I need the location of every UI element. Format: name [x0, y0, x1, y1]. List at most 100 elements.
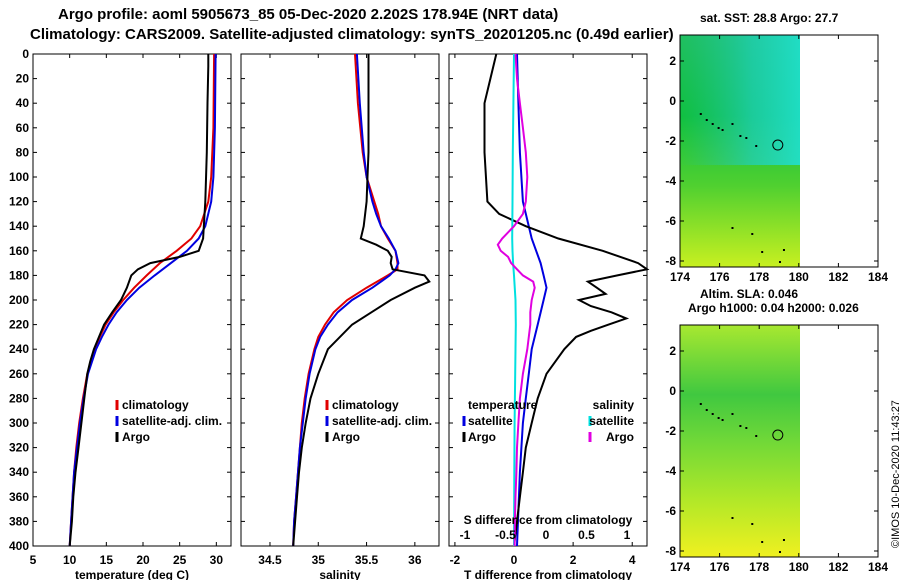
sla_map-xtick-label: 184 [868, 560, 888, 574]
sst_map-xtick-label: 182 [828, 270, 848, 284]
sst_map-ytick-label: -8 [665, 254, 676, 268]
sst_map-island-dot [779, 261, 781, 263]
sst_map-xtick-label: 184 [868, 270, 888, 284]
sst_map-island-dot [782, 249, 785, 251]
sst-warm-pool [680, 35, 800, 165]
difference-xtick-label: -2 [450, 553, 461, 567]
figure-title-line2: Climatology: CARS2009. Satellite-adjuste… [30, 26, 674, 43]
pressure-tick-label: 320 [9, 441, 29, 455]
pressure-tick-label: 140 [9, 219, 29, 233]
salinity-xtick-label: 35.5 [355, 553, 379, 567]
sst_map-island-dot [711, 123, 714, 125]
pressure-tick-label: 340 [9, 465, 29, 479]
salinity-xlabel: salinity [319, 568, 361, 580]
difference-legend-label: satellite [468, 414, 513, 428]
sla_map-ytick-label: 0 [669, 384, 676, 398]
salinity-series-argo [292, 54, 431, 547]
sla_map-island-dot [782, 539, 785, 541]
salinity-panel: 34.5 35 35.5 36 salinity climatology satellite… [240, 53, 440, 580]
sla_map-ytick-label: -4 [665, 464, 676, 478]
temperature-xtick-label: 30 [210, 553, 224, 567]
difference-axes-frame [448, 53, 648, 547]
sla-map-subtitle: Argo h1000: 0.04 h2000: 0.026 [688, 301, 859, 315]
sla_map-ytick-label: -2 [665, 424, 676, 438]
temperature-xtick-label: 10 [63, 553, 77, 567]
sla_map-island-dot [745, 427, 748, 429]
pressure-tick-label: 20 [16, 72, 30, 86]
sst_map-island-dot [761, 251, 764, 253]
sla_map-island-dot [779, 551, 781, 553]
pressure-tick-label: 240 [9, 342, 29, 356]
sst_map-ytick-label: -4 [665, 174, 676, 188]
temperature-series-argo [68, 54, 210, 547]
temperature-xlabel: temperature (deg C) [75, 568, 189, 580]
sst_map-xtick-label: 180 [789, 270, 809, 284]
pressure-tick-label: 260 [9, 367, 29, 381]
difference-xtick-label: 2 [570, 553, 577, 567]
pressure-tick-label: 80 [16, 145, 30, 159]
difference-series-salinity-satellite [511, 53, 517, 547]
sst-map-title: sat. SST: 28.8 Argo: 27.7 [700, 11, 839, 25]
sla_map-island-dot [731, 517, 734, 519]
sst_map-island-dot [751, 233, 754, 235]
sst_map-profile-marker [772, 139, 784, 151]
sst_map-island-dot [705, 119, 708, 121]
pressure-tick-label: 160 [9, 244, 29, 258]
sst_map-xtick-label: 174 [670, 270, 690, 284]
sla-map-frame [679, 324, 879, 558]
difference-xtick-label: 4 [629, 553, 636, 567]
pressure-tick-label: 180 [9, 268, 29, 282]
sst-map-frame [679, 34, 879, 268]
sst_map-ytick-label: -2 [665, 134, 676, 148]
sla_map-island-dot [711, 413, 714, 415]
sla_map-island-dot [755, 435, 758, 437]
difference-s-tick-label: -0.5 [495, 528, 516, 542]
sst-map-panel: 174 176 178 180 182 184 -8 -6 -4 -2 0 2 [665, 34, 888, 284]
salinity-xtick-label: 36 [408, 553, 422, 567]
sla_map-island-dot [751, 523, 754, 525]
difference-s-xlabel: S difference from climatology [464, 513, 633, 527]
pressure-tick-label: 0 [22, 47, 29, 61]
sst_map-ytick-label: 2 [669, 54, 676, 68]
sla_map-ytick-label: -8 [665, 544, 676, 558]
pressure-tick-label: 400 [9, 539, 29, 553]
sla_map-island-dot [761, 541, 764, 543]
salinity-series-satellite-adj.-clim. [292, 53, 400, 547]
sla_map-island-dot [705, 409, 708, 411]
sst_map-island-dot [699, 113, 702, 115]
pressure-tick-label: 120 [9, 195, 29, 209]
difference-panel: -2 0 2 4T difference from climatology S diff… [448, 53, 650, 580]
sst_map-island-dot [721, 129, 724, 131]
difference-series-temperature-argo [483, 53, 650, 547]
sla_map-xtick-label: 182 [828, 560, 848, 574]
sla_map-island-dot [721, 419, 724, 421]
sla_map-xtick-label: 180 [789, 560, 809, 574]
temperature-axes-frame [32, 53, 232, 547]
salinity-legend-label: satellite-adj. clim. [332, 414, 432, 428]
sst_map-island-dot [739, 135, 742, 137]
sla_map-xtick-label: 176 [710, 560, 730, 574]
sla_map-island-dot [731, 413, 734, 415]
temperature-xtick-label: 15 [100, 553, 114, 567]
pressure-tick-label: 40 [16, 96, 30, 110]
sla-field [680, 325, 800, 557]
sst_map-island-dot [731, 123, 734, 125]
difference-series-salinity-argo [496, 53, 536, 547]
sla_map-island-dot [717, 417, 720, 419]
salinity-axes-frame [240, 53, 440, 547]
sst_map-xtick-label: 178 [749, 270, 769, 284]
sla_map-island-dot [699, 403, 702, 405]
pressure-tick-label: 200 [9, 293, 29, 307]
salinity-xtick-label: 34.5 [258, 553, 282, 567]
difference-series-temperature-satellite [516, 53, 548, 547]
temperature-xtick-label: 5 [30, 553, 37, 567]
sla_map-xtick-label: 174 [670, 560, 690, 574]
sst_map-ytick-label: 0 [669, 94, 676, 108]
sst_map-ytick-label: -6 [665, 214, 676, 228]
temperature-series-satellite-adj.-clim. [68, 53, 217, 547]
sla_map-profile-marker [772, 429, 784, 441]
difference-legend-label: temperature [468, 398, 538, 412]
pressure-tick-label: 280 [9, 391, 29, 405]
sla-map-panel: 174 176 178 180 182 184 -8 -6 -4 -2 0 2 [665, 324, 888, 574]
pressure-tick-label: 360 [9, 490, 29, 504]
